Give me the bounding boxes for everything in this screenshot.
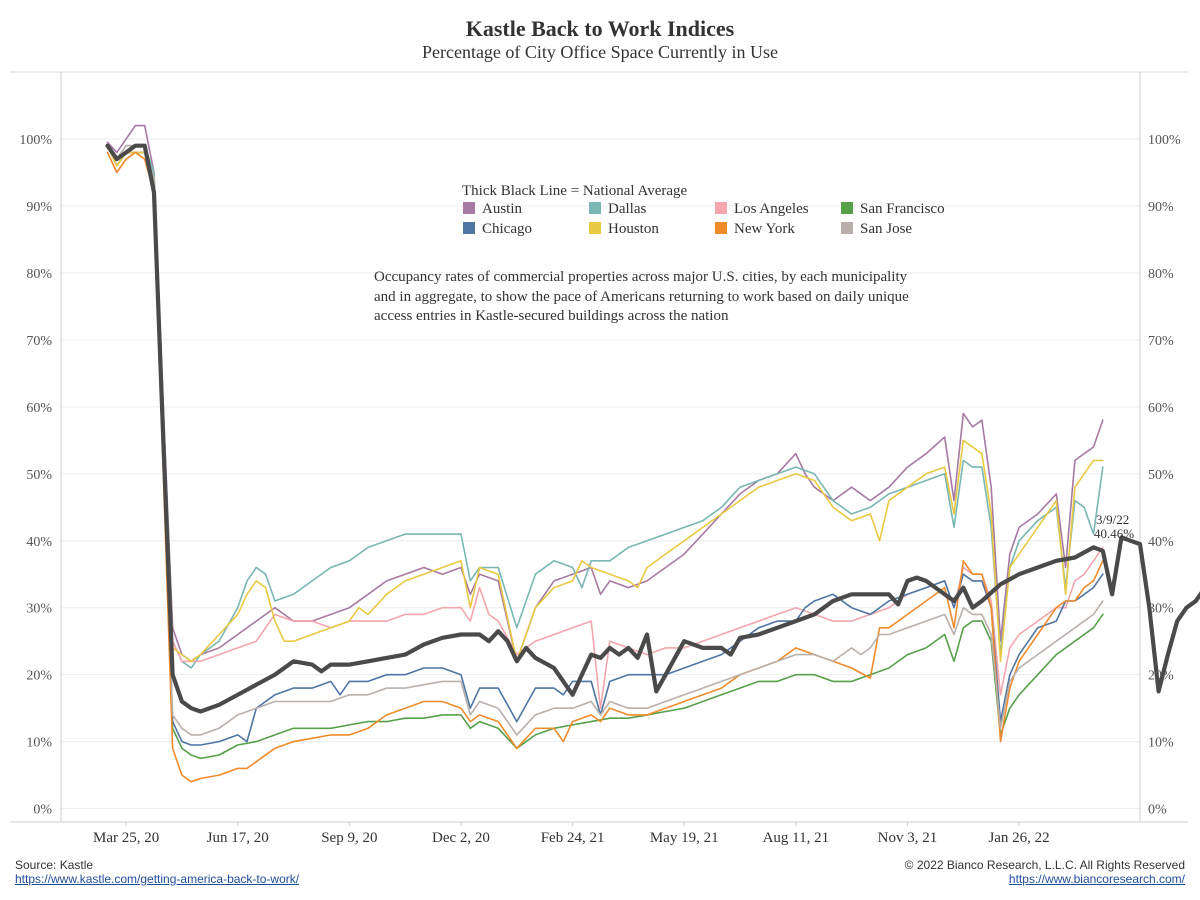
legend-label: New York bbox=[734, 221, 795, 237]
series-line-austin bbox=[106, 124, 1104, 663]
legend-label: Dallas bbox=[608, 201, 646, 217]
y-tick-label-right: 30% bbox=[1148, 602, 1174, 617]
series-line-houston bbox=[106, 144, 1104, 663]
legend-heading: Thick Black Line = National Average bbox=[462, 183, 688, 199]
description-line-2: and in aggregate, to show the pace of Am… bbox=[374, 289, 909, 305]
legend-label: Chicago bbox=[482, 221, 532, 237]
y-tick-label-left: 30% bbox=[26, 602, 52, 617]
legend-swatch bbox=[589, 222, 601, 234]
legend-swatch bbox=[841, 222, 853, 234]
legend-swatch bbox=[463, 222, 475, 234]
annotation-date: 3/9/22 bbox=[1096, 512, 1129, 527]
legend-label: San Francisco bbox=[860, 201, 945, 217]
x-tick-label: Jun 17, 20 bbox=[207, 830, 269, 846]
copyright-link[interactable]: https://www.biancoresearch.com/ bbox=[1008, 872, 1185, 886]
y-tick-label-right: 40% bbox=[1148, 535, 1174, 550]
data-series bbox=[105, 124, 1200, 783]
y-tick-label-left: 50% bbox=[26, 468, 52, 483]
chart-title: Kastle Back to Work Indices bbox=[465, 16, 735, 41]
y-tick-label-right: 10% bbox=[1148, 736, 1174, 751]
source-link[interactable]: https://www.kastle.com/getting-america-b… bbox=[15, 872, 300, 886]
y-tick-label-left: 20% bbox=[26, 669, 52, 684]
y-tick-label-left: 70% bbox=[26, 334, 52, 349]
y-tick-label-left: 0% bbox=[33, 803, 52, 818]
legend-swatch bbox=[589, 202, 601, 214]
legend-label: Houston bbox=[608, 221, 659, 237]
copyright-text: © 2022 Bianco Research, L.L.C. All Right… bbox=[904, 858, 1185, 872]
y-tick-label-left: 40% bbox=[26, 535, 52, 550]
x-tick-label: Feb 24, 21 bbox=[541, 830, 605, 846]
description-line-1: Occupancy rates of commercial properties… bbox=[374, 269, 908, 285]
x-tick-label: Dec 2, 20 bbox=[432, 830, 490, 846]
y-tick-label-right: 70% bbox=[1148, 334, 1174, 349]
y-tick-label-left: 60% bbox=[26, 401, 52, 416]
x-tick-label: May 19, 21 bbox=[650, 830, 719, 846]
series-line-new-york bbox=[106, 151, 1104, 783]
x-tick-label: Mar 25, 20 bbox=[93, 830, 159, 846]
y-tick-label-left: 90% bbox=[26, 200, 52, 215]
legend-swatch bbox=[463, 202, 475, 214]
series-line-san-francisco bbox=[106, 144, 1104, 760]
y-tick-label-left: 80% bbox=[26, 267, 52, 282]
series-line-national-average bbox=[105, 143, 1200, 714]
y-tick-label-left: 100% bbox=[19, 133, 52, 148]
y-tick-label-right: 0% bbox=[1148, 803, 1167, 818]
x-tick-label: Nov 3, 21 bbox=[878, 830, 938, 846]
annotation-value: 40.46% bbox=[1094, 526, 1134, 541]
legend-label: Austin bbox=[482, 201, 523, 217]
y-tick-label-right: 50% bbox=[1148, 468, 1174, 483]
legend-swatch bbox=[841, 202, 853, 214]
description-line-3: access entries in Kastle-secured buildin… bbox=[374, 308, 729, 324]
series-line-san-jose bbox=[106, 144, 1104, 736]
legend-label: San Jose bbox=[860, 221, 912, 237]
legend-swatch bbox=[715, 202, 727, 214]
legend-label: Los Angeles bbox=[734, 201, 809, 217]
legend: Austin Dallas Los Angeles San Francisco Chic… bbox=[463, 201, 945, 237]
y-tick-label-right: 80% bbox=[1148, 267, 1174, 282]
x-tick-label: Sep 9, 20 bbox=[321, 830, 377, 846]
y-tick-label-left: 10% bbox=[26, 736, 52, 751]
grid-lines bbox=[61, 138, 1140, 810]
y-tick-label-right: 90% bbox=[1148, 200, 1174, 215]
chart-subtitle: Percentage of City Office Space Currentl… bbox=[421, 42, 779, 62]
x-tick-label: Aug 11, 21 bbox=[763, 830, 830, 846]
y-tick-label-right: 100% bbox=[1148, 133, 1181, 148]
source-label: Source: Kastle bbox=[15, 858, 94, 872]
x-tick-label: Jan 26, 22 bbox=[988, 830, 1049, 846]
legend-swatch bbox=[715, 222, 727, 234]
series-line-chicago bbox=[106, 144, 1104, 746]
y-tick-label-right: 60% bbox=[1148, 401, 1174, 416]
